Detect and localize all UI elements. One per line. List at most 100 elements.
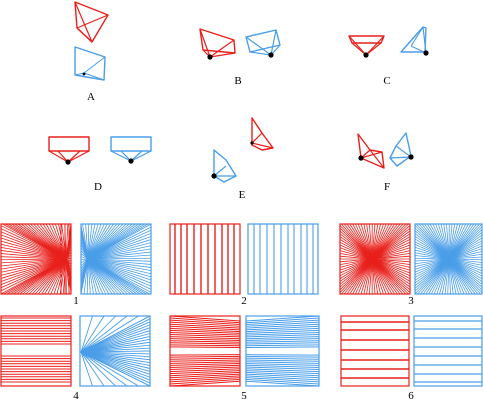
camera-pair-panels xyxy=(48,1,429,183)
epipolar-line xyxy=(50,258,67,295)
line-pattern-panels xyxy=(0,223,483,387)
epipolar-line xyxy=(87,223,152,260)
epipolar-line xyxy=(371,236,411,260)
converging-line-bundle xyxy=(169,315,241,387)
camera-center-dot xyxy=(65,159,71,165)
epipolar-line xyxy=(371,239,411,260)
blue-frustum-outline xyxy=(389,132,412,167)
epipolar-line xyxy=(44,258,67,295)
epipolar-line xyxy=(371,250,411,260)
epipolar-line xyxy=(169,366,241,371)
epipolar-line xyxy=(414,225,450,260)
epipolar-line xyxy=(169,342,241,345)
panel-B-cameras xyxy=(199,28,281,60)
epipolar-line xyxy=(87,229,152,260)
epipolar-line xyxy=(0,258,67,264)
blue-frustum-edge xyxy=(213,165,227,177)
epipolar-line xyxy=(433,258,450,295)
blue-frustum-edge xyxy=(83,72,105,81)
blue-camera xyxy=(389,132,414,167)
panel-5-lines xyxy=(169,315,320,387)
epipolar-line xyxy=(80,351,151,387)
epipolar-line xyxy=(87,223,90,260)
epipolar-line xyxy=(245,357,320,360)
camera-center-dot xyxy=(82,72,86,76)
epipolar-line xyxy=(45,223,67,260)
epipolar-line xyxy=(448,258,483,274)
epipolar-line xyxy=(448,251,483,260)
epipolar-line xyxy=(448,258,483,269)
red-image-frame xyxy=(0,223,72,295)
epipolar-line xyxy=(87,258,104,295)
epipolar-line xyxy=(169,378,241,385)
epipolar-line xyxy=(355,223,373,260)
epipolar-line xyxy=(245,317,320,324)
epipolar-line xyxy=(0,258,67,295)
epipolar-line xyxy=(339,258,373,271)
epipolar-line xyxy=(245,378,320,385)
epipolar-line xyxy=(448,258,460,295)
epipolar-line xyxy=(0,225,67,260)
epipolar-line xyxy=(371,247,411,260)
epipolar-line xyxy=(339,258,373,279)
panel-A-cameras xyxy=(74,1,109,81)
red-frustum-edge xyxy=(365,42,382,56)
epipolar-line xyxy=(87,258,152,287)
panel-label-6: 6 xyxy=(408,390,414,402)
epipolar-line xyxy=(169,331,241,336)
epipolar-line xyxy=(414,258,450,273)
epipolar-line xyxy=(360,223,373,260)
red-frustum-outline xyxy=(357,133,385,169)
red-frustum-edge xyxy=(360,151,383,159)
blue-frustum-outline xyxy=(110,136,152,152)
epipolar-line xyxy=(339,258,373,265)
epipolar-line xyxy=(87,258,152,275)
epipolar-line xyxy=(448,258,454,295)
epipolar-line xyxy=(0,256,67,260)
camera-center-dot xyxy=(363,52,369,58)
epipolar-line xyxy=(371,223,379,260)
epipolar-line xyxy=(80,351,151,378)
epipolar-line xyxy=(169,377,241,383)
red-frustum-edge xyxy=(76,27,93,43)
epipolar-line xyxy=(87,248,152,260)
blue-frustum-edge xyxy=(74,72,85,76)
epipolar-line xyxy=(429,223,450,260)
epipolar-line xyxy=(47,258,67,295)
epipolar-line xyxy=(65,223,69,260)
epipolar-line xyxy=(80,258,89,264)
epipolar-line xyxy=(448,258,451,295)
epipolar-line xyxy=(414,258,450,270)
epipolar-line xyxy=(87,258,152,290)
epipolar-line xyxy=(245,344,320,347)
horizontal-line-bundle xyxy=(1,317,71,383)
epipolar-line xyxy=(80,315,93,353)
epipolar-line xyxy=(169,370,241,375)
epipolar-line xyxy=(444,258,450,295)
epipolar-line xyxy=(426,223,450,260)
epipolar-line xyxy=(245,342,320,345)
epipolar-line xyxy=(169,321,241,327)
epipolar-line xyxy=(87,257,152,260)
epipolar-line xyxy=(245,334,320,338)
epipolar-line xyxy=(414,244,450,260)
epipolar-line xyxy=(245,355,320,358)
red-image-frame xyxy=(169,315,241,387)
blue-frustum-edge xyxy=(110,150,132,162)
camera-center-dot xyxy=(128,158,134,164)
epipolar-line xyxy=(169,329,241,334)
panel-1-lines xyxy=(0,223,152,295)
epipolar-line xyxy=(80,347,151,353)
red-frustum-edge xyxy=(251,142,274,149)
epipolar-line xyxy=(357,258,373,295)
epipolar-line xyxy=(439,258,450,295)
epipolar-line xyxy=(169,362,241,366)
epipolar-line xyxy=(448,258,483,272)
epipolar-line xyxy=(414,249,450,260)
epipolar-line xyxy=(245,366,320,371)
panel-6-lines xyxy=(340,315,483,387)
epipolar-line xyxy=(0,258,67,286)
epipolar-line xyxy=(0,234,67,260)
epipolar-line xyxy=(87,258,152,265)
